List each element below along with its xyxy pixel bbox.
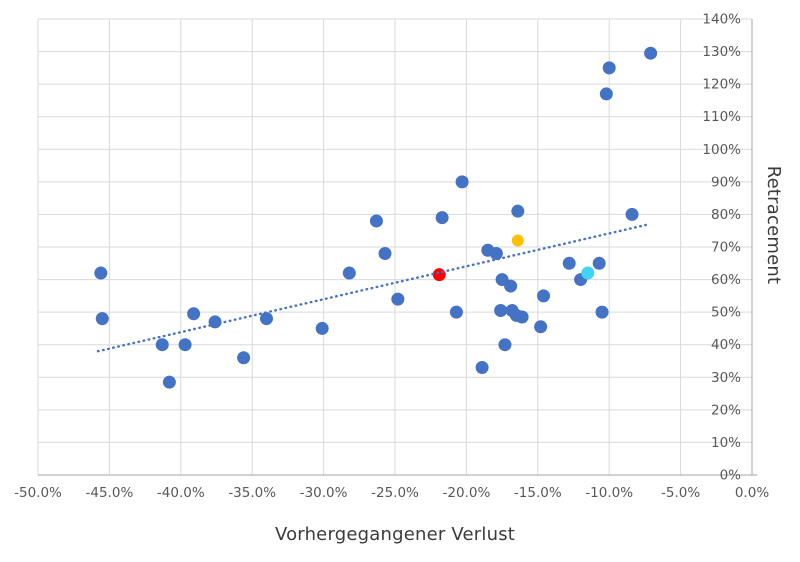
data-point-observations[interactable]: [449, 305, 463, 319]
data-point-observations[interactable]: [208, 315, 222, 329]
x-tick-label: 0.0%: [735, 485, 769, 501]
y-tick-label: 70%: [711, 240, 741, 256]
x-tick-label: -20.0%: [443, 485, 491, 501]
data-point-observations[interactable]: [537, 289, 551, 303]
data-point-observations[interactable]: [259, 312, 273, 326]
data-point-observations[interactable]: [511, 204, 525, 218]
data-point-observations[interactable]: [455, 175, 469, 189]
y-tick-label: 0%: [720, 468, 742, 484]
data-point-observations[interactable]: [162, 375, 176, 389]
y-tick-label: 60%: [711, 272, 741, 288]
x-tick-label: -35.0%: [228, 485, 276, 501]
y-tick-label: 100%: [702, 142, 741, 158]
x-tick-label: -30.0%: [300, 485, 348, 501]
data-point-observations[interactable]: [187, 307, 201, 321]
y-axis-title: Retracement: [763, 165, 784, 285]
y-tick-label: 140%: [702, 12, 741, 28]
data-point-observations[interactable]: [498, 338, 512, 352]
x-tick-label: -10.0%: [585, 485, 633, 501]
y-tick-label: 30%: [711, 370, 741, 386]
y-tick-label: 50%: [711, 305, 741, 321]
data-point-observations[interactable]: [599, 87, 613, 101]
data-point-observations[interactable]: [378, 247, 392, 261]
x-tick-label: -5.0%: [661, 485, 700, 501]
y-tick-label: 20%: [711, 402, 741, 418]
data-point-observations[interactable]: [592, 256, 606, 270]
x-axis-title: Vorhergegangener Verlust: [274, 524, 516, 545]
data-point-observations[interactable]: [369, 214, 383, 228]
y-tick-label: 90%: [711, 174, 741, 190]
data-point-observations[interactable]: [94, 266, 108, 280]
data-point-observations[interactable]: [602, 61, 616, 75]
x-tick-label: -40.0%: [157, 485, 205, 501]
y-tick-label: 120%: [702, 77, 741, 93]
data-point-observations[interactable]: [391, 292, 405, 306]
data-point-observations[interactable]: [95, 312, 109, 326]
data-point-observations[interactable]: [435, 211, 449, 225]
data-point-observations[interactable]: [475, 361, 489, 375]
data-point-observations[interactable]: [562, 256, 576, 270]
data-point-observations[interactable]: [625, 207, 639, 221]
y-tick-label: 110%: [702, 109, 741, 125]
data-point-observations[interactable]: [534, 320, 548, 334]
y-tick-label: 130%: [702, 44, 741, 60]
x-tick-label: -15.0%: [514, 485, 562, 501]
data-point-observations[interactable]: [237, 351, 251, 365]
data-point-observations[interactable]: [315, 321, 329, 335]
data-point-highlight-cyan[interactable]: [581, 266, 595, 280]
data-point-observations[interactable]: [644, 46, 658, 60]
x-tick-label: -45.0%: [86, 485, 134, 501]
x-tick-label: -50.0%: [14, 485, 62, 501]
data-point-highlight-red[interactable]: [432, 268, 446, 282]
data-point-observations[interactable]: [155, 338, 169, 352]
data-point-observations[interactable]: [595, 305, 609, 319]
trendline: [96, 222, 651, 353]
y-tick-label: 10%: [711, 435, 741, 451]
y-tick-label: 80%: [711, 207, 741, 223]
data-point-observations[interactable]: [342, 266, 356, 280]
data-point-observations[interactable]: [504, 279, 518, 293]
data-point-highlight-gold[interactable]: [511, 234, 524, 247]
data-point-observations[interactable]: [515, 310, 529, 324]
y-tick-label: 40%: [711, 337, 741, 353]
data-point-observations[interactable]: [489, 247, 503, 261]
x-tick-label: -25.0%: [371, 485, 419, 501]
data-point-observations[interactable]: [178, 338, 192, 352]
data-point-observations[interactable]: [494, 304, 508, 318]
